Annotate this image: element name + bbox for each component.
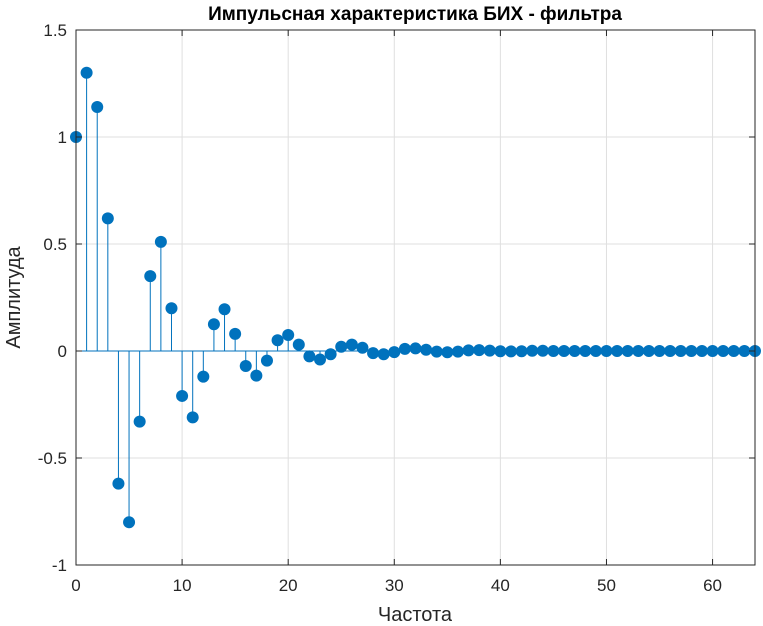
stem-marker (483, 344, 496, 357)
stem-marker (558, 345, 571, 357)
stem-marker (664, 345, 677, 357)
x-tick-label: 40 (491, 576, 510, 595)
stem-marker (176, 389, 189, 402)
stem-marker (504, 345, 517, 358)
x-tick-label: 50 (597, 576, 616, 595)
stem-marker (123, 516, 136, 529)
chart-title: Импульсная характеристика БИХ - фильтра (208, 4, 622, 25)
stem-marker (398, 342, 411, 355)
y-tick-label: 0 (58, 342, 67, 361)
stem-marker (451, 345, 464, 358)
x-tick-label: 0 (71, 576, 80, 595)
stem-marker (632, 345, 645, 357)
stem-series (70, 66, 761, 529)
y-tick-label: 1.5 (43, 21, 67, 40)
y-tick-label: -0.5 (38, 449, 67, 468)
stem-marker (441, 346, 454, 359)
y-axis-label: Амплитуда (3, 245, 25, 348)
x-tick-label: 30 (385, 576, 404, 595)
stem-marker (621, 345, 634, 357)
stem-marker (367, 347, 380, 360)
stem-marker (80, 66, 93, 79)
stem-marker (409, 342, 422, 355)
stem-marker (229, 327, 242, 340)
stem-marker (91, 101, 104, 114)
stem-marker (547, 345, 560, 357)
stem-marker (674, 345, 687, 357)
x-axis-label: Частота (378, 604, 453, 626)
stem-marker (271, 334, 284, 347)
stem-marker (685, 345, 698, 357)
y-tick-label: -1 (52, 556, 67, 575)
stem-marker (282, 328, 295, 341)
stem-marker (600, 345, 613, 357)
stem-marker (133, 415, 146, 428)
stem-marker (611, 345, 624, 357)
stem-marker (462, 344, 475, 357)
stem-marker (165, 302, 178, 315)
stem-marker (568, 345, 581, 357)
stem-marker (324, 348, 337, 361)
plot-frame (75, 29, 756, 566)
stem-marker (356, 341, 369, 354)
stem-marker (303, 350, 316, 363)
stem-marker (494, 345, 507, 358)
stem-marker (706, 345, 719, 357)
stem-marker (144, 270, 157, 283)
stem-marker (260, 354, 273, 367)
stem-marker (101, 212, 114, 225)
stem-marker (314, 353, 327, 366)
axis-ticks: 0 10 20 30 40 50 60 -1 -0.5 0 0.5 1 1.5 (38, 21, 755, 595)
stem-marker (186, 411, 199, 424)
stem-marker (420, 343, 433, 356)
x-tick-label: 20 (279, 576, 298, 595)
stem-marker (154, 235, 167, 248)
stem-marker (112, 477, 125, 490)
stem-marker (292, 338, 305, 351)
stem-marker (345, 338, 358, 351)
x-tick-label: 10 (173, 576, 192, 595)
stem-marker (388, 346, 401, 359)
stem-marker (473, 344, 486, 357)
stem-marker (377, 348, 390, 361)
stem-marker (250, 369, 263, 382)
stem-marker (515, 345, 528, 358)
stem-marker (218, 303, 231, 316)
stem-marker (642, 345, 655, 357)
y-tick-label: 1 (58, 128, 67, 147)
stem-marker (335, 340, 348, 353)
stem-marker (526, 344, 539, 357)
stem-marker (727, 345, 740, 357)
stem-marker (579, 345, 592, 357)
y-tick-label: 0.5 (43, 235, 67, 254)
stem-marker (738, 345, 751, 357)
plot-area (76, 30, 755, 565)
stem-marker (653, 345, 666, 357)
stem-marker (207, 318, 220, 331)
stem-marker (430, 345, 443, 358)
x-tick-label: 60 (703, 576, 722, 595)
stem-marker (589, 345, 602, 357)
stem-marker (717, 345, 730, 357)
stem-marker (536, 344, 549, 357)
stem-marker (197, 370, 210, 383)
stem-marker (695, 345, 708, 357)
stem-marker (239, 359, 252, 372)
